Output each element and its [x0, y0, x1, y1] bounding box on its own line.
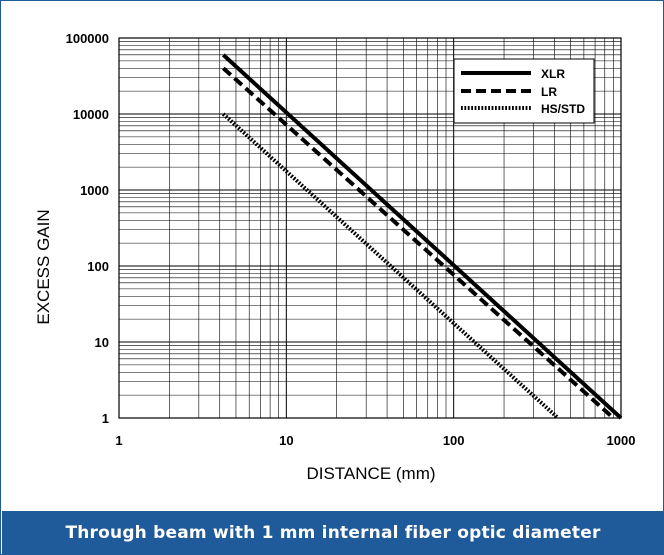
tick-label-layer: 1 10 100 1000 1 10 100 1000 10000 100000	[66, 31, 636, 448]
x-axis-label: DISTANCE (mm)	[306, 464, 435, 483]
legend: XLR LR HS/STD	[453, 58, 595, 124]
y-axis-label: EXCESS GAIN	[34, 209, 53, 324]
y-tick-label: 100000	[66, 31, 109, 46]
x-tick-label: 100	[443, 433, 465, 448]
y-tick-label: 1000	[80, 183, 109, 198]
y-tick-label: 1	[102, 411, 109, 426]
y-tick-label: 100	[87, 259, 109, 274]
series-line-lr	[221, 66, 615, 420]
x-tick-label: 10	[279, 433, 293, 448]
series-layer	[221, 53, 623, 420]
legend-label-lr: LR	[541, 85, 557, 99]
series-line-xlr	[221, 53, 623, 420]
grid-layer	[118, 38, 621, 419]
legend-label-hsstd: HS/STD	[541, 102, 585, 116]
caption-text: Through beam with 1 mm internal fiber op…	[65, 523, 601, 543]
legend-label-xlr: XLR	[541, 67, 565, 81]
plot-border	[118, 37, 622, 419]
y-tick-label: 10	[95, 335, 109, 350]
x-tick-label: 1000	[607, 433, 636, 448]
excess-gain-chart: 1 10 100 1000 1 10 100 1000 10000 100000 DISTANCE…	[34, 31, 636, 483]
caption-bar: Through beam with 1 mm internal fiber op…	[2, 511, 664, 555]
y-tick-label: 10000	[73, 107, 109, 122]
series-line-hsstd	[221, 112, 560, 420]
x-tick-label: 1	[115, 433, 122, 448]
